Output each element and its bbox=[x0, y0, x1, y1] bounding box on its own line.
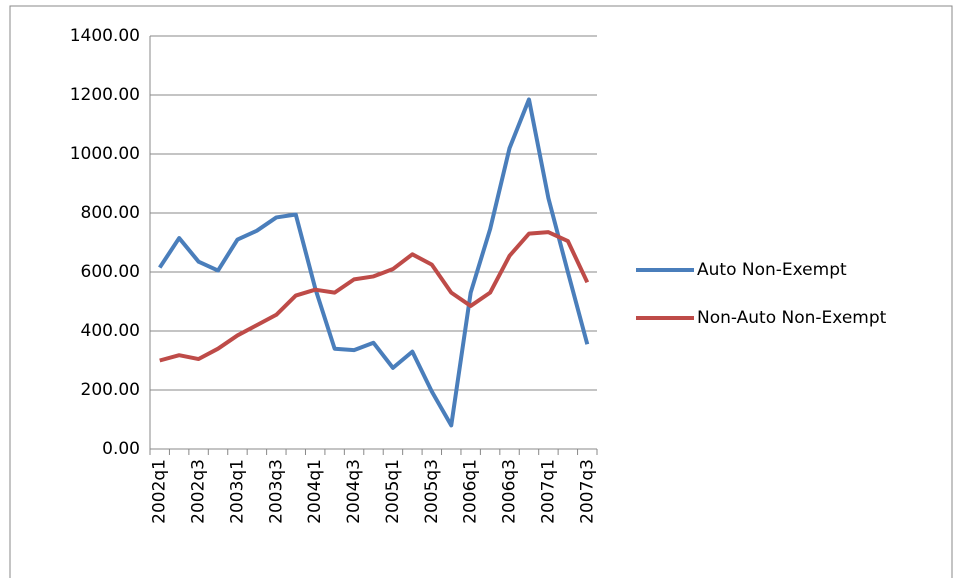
line-series bbox=[158, 97, 590, 428]
legend-label: Auto Non-Exempt bbox=[697, 260, 847, 280]
legend-label: Non-Auto Non-Exempt bbox=[697, 308, 887, 328]
y-tick-label: 400.00 bbox=[81, 321, 140, 341]
x-tick-label: 2004q1 bbox=[305, 459, 325, 524]
x-tick-label: 2002q3 bbox=[189, 459, 209, 524]
x-tick-label: 2007q3 bbox=[577, 459, 597, 524]
line-series bbox=[159, 230, 590, 363]
chart-frame bbox=[9, 5, 953, 578]
y-tick-label: 800.00 bbox=[81, 203, 140, 223]
x-tick-label: 2006q1 bbox=[461, 459, 481, 524]
x-tick-label: 2006q3 bbox=[500, 459, 520, 524]
x-tick-label: 2003q1 bbox=[227, 459, 247, 524]
y-tick-label: 1400.00 bbox=[70, 26, 140, 46]
y-tick-label: 1200.00 bbox=[70, 85, 140, 105]
x-tick-label: 2004q3 bbox=[344, 459, 364, 524]
y-tick-label: 0.00 bbox=[102, 439, 140, 459]
x-tick-label: 2007q1 bbox=[538, 459, 558, 524]
x-tick-label: 2005q1 bbox=[383, 459, 403, 524]
x-tick-label: 2003q3 bbox=[266, 459, 286, 524]
y-tick-label: 600.00 bbox=[81, 262, 140, 282]
x-tick-label: 2005q3 bbox=[422, 459, 442, 524]
y-tick-label: 200.00 bbox=[81, 380, 140, 400]
x-tick-label: 2002q1 bbox=[150, 459, 170, 524]
y-tick-label: 1000.00 bbox=[70, 144, 140, 164]
